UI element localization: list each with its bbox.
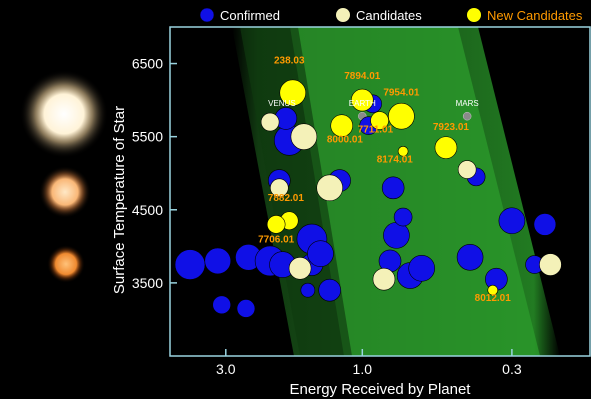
legend: Confirmed Candidates New Candidates xyxy=(199,7,583,23)
new-candidate-label: 7923.01 xyxy=(433,122,470,133)
new-candidate-point xyxy=(388,102,415,130)
solar-planet-point xyxy=(462,111,472,121)
confirmed-point xyxy=(204,247,232,275)
legend-confirmed-label: Confirmed xyxy=(220,8,280,23)
new-candidate-point xyxy=(266,215,286,234)
new-candidate-point xyxy=(279,79,307,107)
candidate-point xyxy=(290,123,318,150)
star-warm-icon xyxy=(39,166,91,218)
plot-frame xyxy=(169,26,591,357)
y-tick-label: 3500 xyxy=(132,275,163,291)
confirmed-point xyxy=(307,240,334,267)
candidate-point xyxy=(316,174,343,202)
candidate-point xyxy=(457,160,477,179)
x-axis-label: Energy Received by Planet xyxy=(290,381,472,398)
new-candidate-point xyxy=(397,145,409,157)
star-hot-icon xyxy=(20,70,108,158)
confirmed-point xyxy=(318,278,341,302)
legend-new-candidates-label: New Candidates xyxy=(487,8,583,23)
candidate-point xyxy=(539,253,562,276)
new-candidate-point xyxy=(370,111,389,130)
candidate-series xyxy=(260,112,562,291)
confirmed-point xyxy=(533,213,557,236)
new-candidate-label: 8012.01 xyxy=(475,293,512,304)
confirmed-point xyxy=(174,249,206,280)
new-candidate-label: 7882.01 xyxy=(268,193,305,204)
candidate-point xyxy=(260,112,280,132)
new-candidate-label: 238.03 xyxy=(274,56,305,67)
confirmed-point xyxy=(393,207,413,227)
candidate-point xyxy=(270,178,289,198)
x-tick-label: 0.3 xyxy=(502,361,522,377)
confirmed-point xyxy=(383,222,410,249)
new-candidate-label: 8000.01 xyxy=(327,135,364,146)
new-candidate-point xyxy=(434,136,458,159)
solar-planet-label: VENUS xyxy=(268,99,296,108)
y-tick-label: 4500 xyxy=(132,202,163,218)
new-candidate-label: 7894.01 xyxy=(344,71,381,82)
new-candidate-series xyxy=(266,79,499,296)
confirmed-point xyxy=(381,176,405,200)
habitable-zone-inner-band xyxy=(290,27,540,356)
habitable-zone-dark-band xyxy=(240,27,352,356)
new-candidate-label: 7711.01 xyxy=(358,124,394,135)
new-candidate-point xyxy=(487,284,499,296)
legend-candidates-label: Candidates xyxy=(356,8,422,23)
star-cool-icon xyxy=(47,245,85,283)
new-candidate-point xyxy=(350,88,374,112)
confirmed-point xyxy=(456,243,484,271)
new-candidate-label: 7706.01 xyxy=(258,235,295,246)
y-axis-label: Surface Temperature of Star xyxy=(111,106,128,294)
y-tick-label: 5500 xyxy=(132,129,163,145)
legend-candidates-marker xyxy=(336,8,350,22)
new-candidate-label: 7954.01 xyxy=(383,88,420,99)
y-tick-label: 6500 xyxy=(132,56,163,72)
legend-new-candidates-marker xyxy=(467,8,481,22)
solar-planet-label: EARTH xyxy=(349,99,376,108)
candidate-point xyxy=(372,267,396,291)
x-tick-label: 3.0 xyxy=(216,361,236,377)
candidate-point xyxy=(288,256,312,280)
confirmed-series xyxy=(174,94,557,318)
confirmed-point xyxy=(408,254,435,282)
y-axis: 3500 4500 5500 6500 xyxy=(132,56,177,291)
confirmed-point xyxy=(212,295,232,315)
confirmed-point xyxy=(498,207,526,235)
confirmed-point xyxy=(236,299,256,318)
legend-confirmed-marker xyxy=(199,7,215,23)
x-axis: 3.0 1.0 0.3 xyxy=(216,349,522,377)
solar-planet-label: MARS xyxy=(456,99,479,108)
new-candidate-label: 8174.01 xyxy=(377,154,414,165)
x-tick-label: 1.0 xyxy=(353,361,373,377)
new-candidate-point xyxy=(330,114,354,137)
confirmed-point xyxy=(300,282,316,298)
